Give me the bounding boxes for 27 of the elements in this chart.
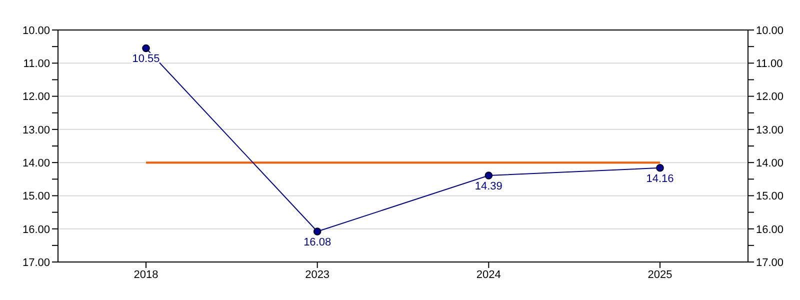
data-label: 14.16: [646, 172, 674, 185]
y-tick-label: 16.00: [22, 224, 50, 236]
point: [484, 172, 493, 180]
y2-tick-label: 16.00: [756, 224, 784, 236]
point: [142, 44, 150, 52]
y2-tick-label: 10.00: [756, 24, 784, 37]
x-tick-label: 2018: [134, 268, 158, 281]
point: [313, 228, 322, 236]
y2-tick-label: 14.00: [756, 157, 784, 170]
y2-tick-label: 11.00: [756, 58, 783, 70]
x-tick-label: 2024: [476, 268, 501, 281]
y-tick-label: 12.00: [22, 91, 50, 104]
x-tick-label: 2025: [648, 268, 672, 281]
y-tick-label: 13.00: [22, 124, 50, 136]
data-label: 14.39: [474, 180, 502, 192]
y2-tick-label: 15.00: [756, 190, 784, 203]
y2-tick-label: 12.00: [756, 91, 784, 104]
y-tick-label: 10.00: [22, 24, 50, 37]
y-tick-label: 17.00: [22, 256, 50, 269]
x-tick-label: 2023: [305, 268, 330, 281]
point: [656, 164, 664, 172]
y2-tick-label: 17.00: [756, 256, 784, 269]
y-tick-label: 11.00: [23, 58, 50, 70]
y2-tick-label: 13.00: [756, 124, 784, 136]
y-tick-label: 15.00: [22, 190, 50, 203]
y-tick-label: 14.00: [22, 157, 50, 170]
data-label: 16.08: [304, 236, 332, 249]
